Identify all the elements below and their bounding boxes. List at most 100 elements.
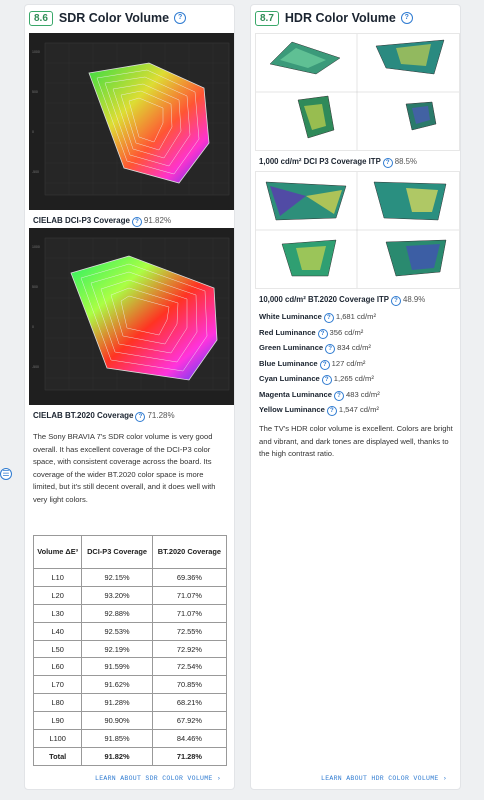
table-cell: 91.82% xyxy=(81,746,153,766)
luminance-label: Green Luminance xyxy=(259,343,324,352)
table-row: L80 91.28% 68.21% xyxy=(32,693,228,713)
itp-p3-help-icon[interactable]: ? xyxy=(382,158,393,168)
luminance-item: Green Luminance? 834 cd/m² xyxy=(259,343,371,354)
table-row: L30 92.88% 71.07% xyxy=(32,603,228,623)
hdr-help-icon[interactable]: ? xyxy=(400,12,413,24)
table-cell: 72.92% xyxy=(151,639,228,659)
luminance-item: White Luminance? 1,681 cd/m² xyxy=(259,312,376,323)
sdr-score-badge: 8.6 xyxy=(29,10,53,26)
col-header-dci-p3: DCI-P3 Coverage xyxy=(81,535,153,569)
table-cell: 91.85% xyxy=(81,729,153,748)
luminance-value: 127 cd/m² xyxy=(331,358,366,368)
hdr-bt2020-value: 48.9% xyxy=(403,295,426,304)
table-cell: 70.85% xyxy=(151,675,228,695)
svg-text:1000: 1000 xyxy=(32,245,40,249)
table-cell: Total xyxy=(32,746,83,766)
sdr-coverage-table: Volume ΔE³ DCI-P3 Coverage BT.2020 Cover… xyxy=(32,535,228,766)
help-icon[interactable]: ? xyxy=(317,328,328,339)
hdr-description: The TV's HDR color volume is excellent. … xyxy=(259,424,453,459)
help-icon[interactable]: ? xyxy=(321,375,332,385)
sdr-dci-p3-chart: 1000 500 0 -500 xyxy=(29,33,234,210)
svg-text:0: 0 xyxy=(32,325,34,329)
table-cell: 91.59% xyxy=(81,657,153,677)
hdr-header: 8.7 HDR Color Volume ? xyxy=(251,5,460,31)
table-cell: 84.46% xyxy=(151,729,228,748)
learn-hdr-link[interactable]: LEARN ABOUT HDR COLOR VOLUME › xyxy=(321,775,448,782)
table-row: L70 91.62% 70.85% xyxy=(32,675,228,695)
hdr-bt2020-itp-graphic xyxy=(255,171,460,289)
help-icon[interactable]: ? xyxy=(326,406,337,416)
luminance-item: Cyan Luminance? 1,265 cd/m² xyxy=(259,374,374,385)
sdr-title: SDR Color Volume xyxy=(58,11,170,25)
luminance-label: Cyan Luminance xyxy=(259,374,320,383)
luminance-item: Yellow Luminance? 1,547 cd/m² xyxy=(259,405,379,416)
luminance-value: 483 cd/m² xyxy=(346,389,380,399)
table-cell: 93.20% xyxy=(81,585,153,605)
itp-bt2020-help-icon[interactable]: ? xyxy=(391,296,402,306)
svg-text:500: 500 xyxy=(32,285,38,289)
hdr-dci-p3-value: 88.5% xyxy=(394,157,417,166)
sdr-description: The Sony BRAVIA 7's SDR color volume is … xyxy=(33,432,216,504)
table-total-row: Total 91.82% 71.28% xyxy=(32,746,228,766)
luminance-item: Red Luminance? 356 cd/m² xyxy=(259,328,363,339)
help-icon[interactable]: ? xyxy=(323,313,334,323)
table-cell: L40 xyxy=(32,621,83,641)
table-row: L10 92.15% 69.36% xyxy=(32,568,228,587)
bt2020-help-icon[interactable]: ? xyxy=(135,412,146,422)
luminance-value: 834 cd/m² xyxy=(337,343,371,352)
svg-text:0: 0 xyxy=(32,130,34,134)
sdr-header: 8.6 SDR Color Volume ? xyxy=(25,5,234,31)
table-cell: 92.53% xyxy=(81,621,153,641)
table-row: L60 91.59% 72.54% xyxy=(32,657,228,677)
table-cell: L100 xyxy=(32,729,83,748)
sdr-bt2020-caption: CIELAB BT.2020 Coverage? 71.28% xyxy=(33,411,175,422)
learn-sdr-link[interactable]: LEARN ABOUT SDR COLOR VOLUME › xyxy=(95,775,222,782)
table-cell: 92.88% xyxy=(81,603,153,623)
luminance-label: Blue Luminance xyxy=(259,358,318,368)
luminance-label: Magenta Luminance xyxy=(259,389,332,399)
sdr-bt2020-value: 71.28% xyxy=(147,411,175,420)
table-cell: L90 xyxy=(32,711,83,731)
table-cell: L50 xyxy=(32,639,83,659)
hdr-dci-p3-itp-graphic xyxy=(255,33,460,151)
svg-text:-500: -500 xyxy=(32,170,39,174)
table-cell: 71.07% xyxy=(151,585,228,605)
table-cell: 68.21% xyxy=(151,693,228,713)
table-row: L20 93.20% 71.07% xyxy=(32,585,228,605)
hdr-bt2020-label: 10,000 cd/m² BT.2020 Coverage ITP xyxy=(259,295,390,304)
luminance-label: Yellow Luminance xyxy=(259,405,325,414)
table-cell: L60 xyxy=(32,657,83,677)
help-icon[interactable]: ? xyxy=(334,390,344,401)
table-row: L100 91.85% 84.46% xyxy=(32,729,228,748)
luminance-value: 1,265 cd/m² xyxy=(333,374,374,383)
luminance-value: 1,547 cd/m² xyxy=(338,405,379,414)
sdr-dci-p3-caption: CIELAB DCI-P3 Coverage? 91.82% xyxy=(33,216,171,227)
sdr-help-icon[interactable]: ? xyxy=(174,12,187,24)
table-cell: L70 xyxy=(32,675,83,695)
sdr-bt2020-chart: 1000 500 0 -500 xyxy=(29,228,234,405)
sdr-dci-p3-label: CIELAB DCI-P3 Coverage xyxy=(33,216,130,225)
help-icon[interactable]: ? xyxy=(325,344,336,354)
dci-p3-help-icon[interactable]: ? xyxy=(131,217,142,227)
hdr-bt2020-caption: 10,000 cd/m² BT.2020 Coverage ITP? 48.9% xyxy=(259,295,425,306)
table-cell: L30 xyxy=(32,603,83,623)
sdr-bt2020-graphic: 1000 500 0 -500 xyxy=(29,228,234,405)
table-cell: 92.15% xyxy=(81,568,153,587)
luminance-label: White Luminance xyxy=(259,312,322,321)
svg-text:-500: -500 xyxy=(32,365,39,369)
table-of-contents-icon[interactable]: ☰ xyxy=(0,468,12,480)
help-icon[interactable]: ? xyxy=(319,359,330,370)
hdr-dci-p3-itp-plots xyxy=(256,34,459,150)
sdr-dci-p3-graphic: 1000 500 0 -500 xyxy=(29,33,234,210)
table-cell: 91.28% xyxy=(81,693,153,713)
hdr-dci-p3-caption: 1,000 cd/m² DCI P3 Coverage ITP? 88.5% xyxy=(259,157,417,168)
table-cell: 72.54% xyxy=(151,657,228,677)
table-cell: L10 xyxy=(32,568,83,587)
luminance-value: 356 cd/m² xyxy=(329,327,364,337)
table-cell: 72.55% xyxy=(151,621,228,641)
table-row: L90 90.90% 67.92% xyxy=(32,711,228,731)
sdr-bt2020-label: CIELAB BT.2020 Coverage xyxy=(33,411,134,420)
col-header-bt2020: BT.2020 Coverage xyxy=(151,535,228,569)
hdr-bt2020-itp-plots xyxy=(256,172,459,288)
table-cell: 69.36% xyxy=(151,568,228,587)
